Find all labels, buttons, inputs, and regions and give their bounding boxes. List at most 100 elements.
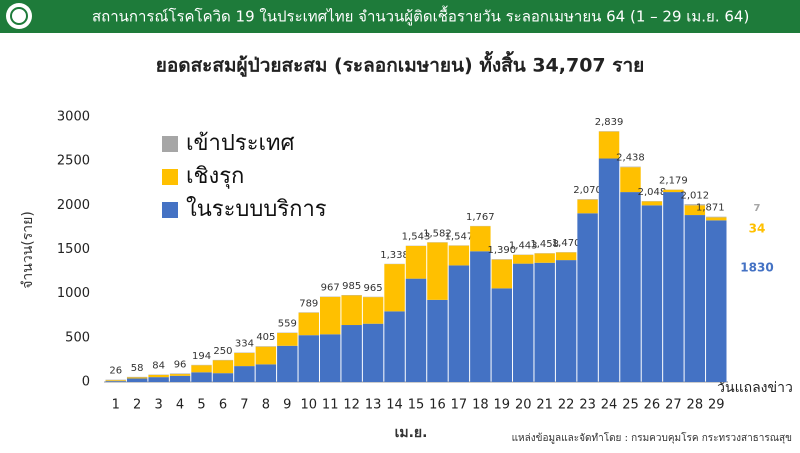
bar-segment [384,311,404,382]
bar-segment [299,313,319,336]
total-label: 1,547 [445,231,474,242]
x-tick-label: 10 [300,398,317,413]
bar-segment [320,334,340,382]
bar-segment [170,374,190,376]
bar-segment [556,252,576,260]
y-tick-label: 1500 [57,242,90,257]
y-tick-label: 3000 [57,110,90,125]
x-tick-label: 5 [197,398,205,413]
total-label: 96 [174,360,187,371]
bar-segment [470,251,490,382]
data-label: 34 [749,222,766,236]
x-tick-label: 16 [429,398,446,413]
bar-segment [620,192,640,382]
y-axis-label: จำนวน(ราย) [20,211,36,289]
x-tick-label: 9 [283,398,291,413]
total-label: 1,871 [696,203,725,214]
bar-segment [127,377,147,378]
bar-segment [256,364,276,382]
bar-segment [663,192,683,382]
x-tick-label: 7 [240,398,248,413]
bar-segment [534,263,554,382]
bar-segment [363,324,383,382]
x-tick-label: 18 [472,398,489,413]
x-tick-label: 11 [322,398,339,413]
total-label: 1,470 [552,238,581,249]
bar-segment [685,215,705,382]
x-tick-label: 24 [601,398,618,413]
total-label: 84 [152,361,165,372]
legend-label: เชิงรุก [186,164,244,189]
total-label: 194 [192,351,211,362]
bar-segment [234,366,254,382]
x-tick-label: 14 [386,398,403,413]
bar-segment [148,375,168,377]
total-label: 789 [299,298,318,309]
bar-segment [599,159,619,382]
y-tick-label: 1000 [57,286,90,301]
x-tick-label: 20 [515,398,532,413]
bar-segment [642,205,662,382]
bar-segment [577,213,597,382]
bar-segment [299,335,319,382]
x-tick-label: 26 [644,398,661,413]
total-label: 2,839 [595,117,624,128]
total-label: 26 [109,366,122,377]
annotation: วันแถลงข่าว [717,380,793,396]
total-label: 334 [235,338,254,349]
bar-segment [406,246,426,279]
bar-segment [256,347,276,365]
total-label: 559 [278,319,297,330]
bar-segment [577,200,597,214]
total-label: 2,012 [681,190,710,201]
x-tick-label: 3 [154,398,162,413]
legend-swatch [162,136,178,152]
x-axis-label: เม.ย. [395,425,428,441]
total-label: 985 [342,281,361,292]
bar-segment [106,380,126,381]
bar-segment [127,378,147,382]
legend-swatch [162,169,178,185]
x-tick-label: 6 [219,398,227,413]
chart-title: ยอดสะสมผู้ป่วยสะสม (ระลอกเมษายน) ทั้งสิ้… [156,51,645,78]
x-tick-label: 27 [665,398,682,413]
bar-segment [449,265,469,382]
x-tick-label: 23 [579,398,596,413]
bar-segment [620,167,640,168]
total-label: 1,767 [466,212,495,223]
data-label: 7 [754,203,761,214]
y-tick-label: 2500 [57,154,90,169]
x-tick-label: 25 [622,398,639,413]
bar-segment [277,333,297,346]
x-tick-label: 22 [558,398,575,413]
bar-segment [492,288,512,382]
bar-segment [127,377,147,378]
bar-segment [213,360,233,373]
bar-segment [170,374,190,375]
x-tick-label: 19 [494,398,511,413]
bar-segment [449,246,469,266]
x-tick-label: 12 [343,398,360,413]
bar-segment [363,297,383,324]
bar-segment [642,201,662,205]
total-label: 2,179 [659,176,688,187]
bar-segment [213,373,233,382]
bar-segment [191,365,211,372]
x-tick-label: 21 [536,398,553,413]
y-tick-label: 2000 [57,198,90,213]
total-label: 1,338 [380,250,409,261]
bar-segment [406,279,426,382]
bar-segment [106,381,126,382]
total-label: 58 [131,363,144,374]
y-tick-label: 500 [65,330,90,345]
legend-swatch [162,202,178,218]
x-tick-label: 8 [262,398,270,413]
bar-segment [706,217,726,220]
total-label: 2,438 [616,153,645,164]
bar-segment [706,220,726,382]
bar-segment [534,253,554,262]
total-label: 965 [364,283,383,294]
source: แหล่งข้อมูลและจัดทำโดย : กรมควบคุมโรค กร… [512,431,792,444]
x-tick-label: 1 [112,398,120,413]
